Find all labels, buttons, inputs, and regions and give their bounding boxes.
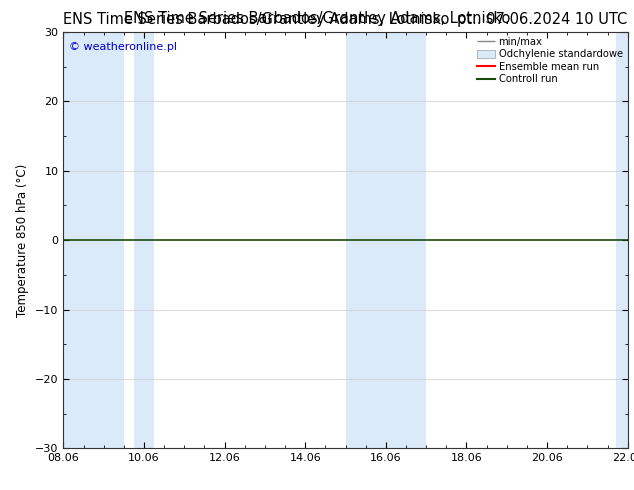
Bar: [346, 32, 426, 448]
Bar: [63, 32, 124, 448]
Bar: [134, 32, 154, 448]
Bar: [616, 32, 634, 448]
Text: © weatheronline.pl: © weatheronline.pl: [69, 42, 177, 52]
Text: pt.. 07.06.2024 10 UTC: pt.. 07.06.2024 10 UTC: [457, 12, 628, 27]
Legend: min/max, Odchylenie standardowe, Ensemble mean run, Controll run: min/max, Odchylenie standardowe, Ensembl…: [474, 35, 624, 86]
Y-axis label: Temperature 850 hPa (°C): Temperature 850 hPa (°C): [16, 164, 30, 317]
Text: ENS Time Series Barbados/Grantley Adams, Lotnisko: ENS Time Series Barbados/Grantley Adams,…: [63, 12, 450, 27]
Text: ENS Time Series Barbados/Grantley Adams, Lotnisko: ENS Time Series Barbados/Grantley Adams,…: [124, 11, 510, 26]
